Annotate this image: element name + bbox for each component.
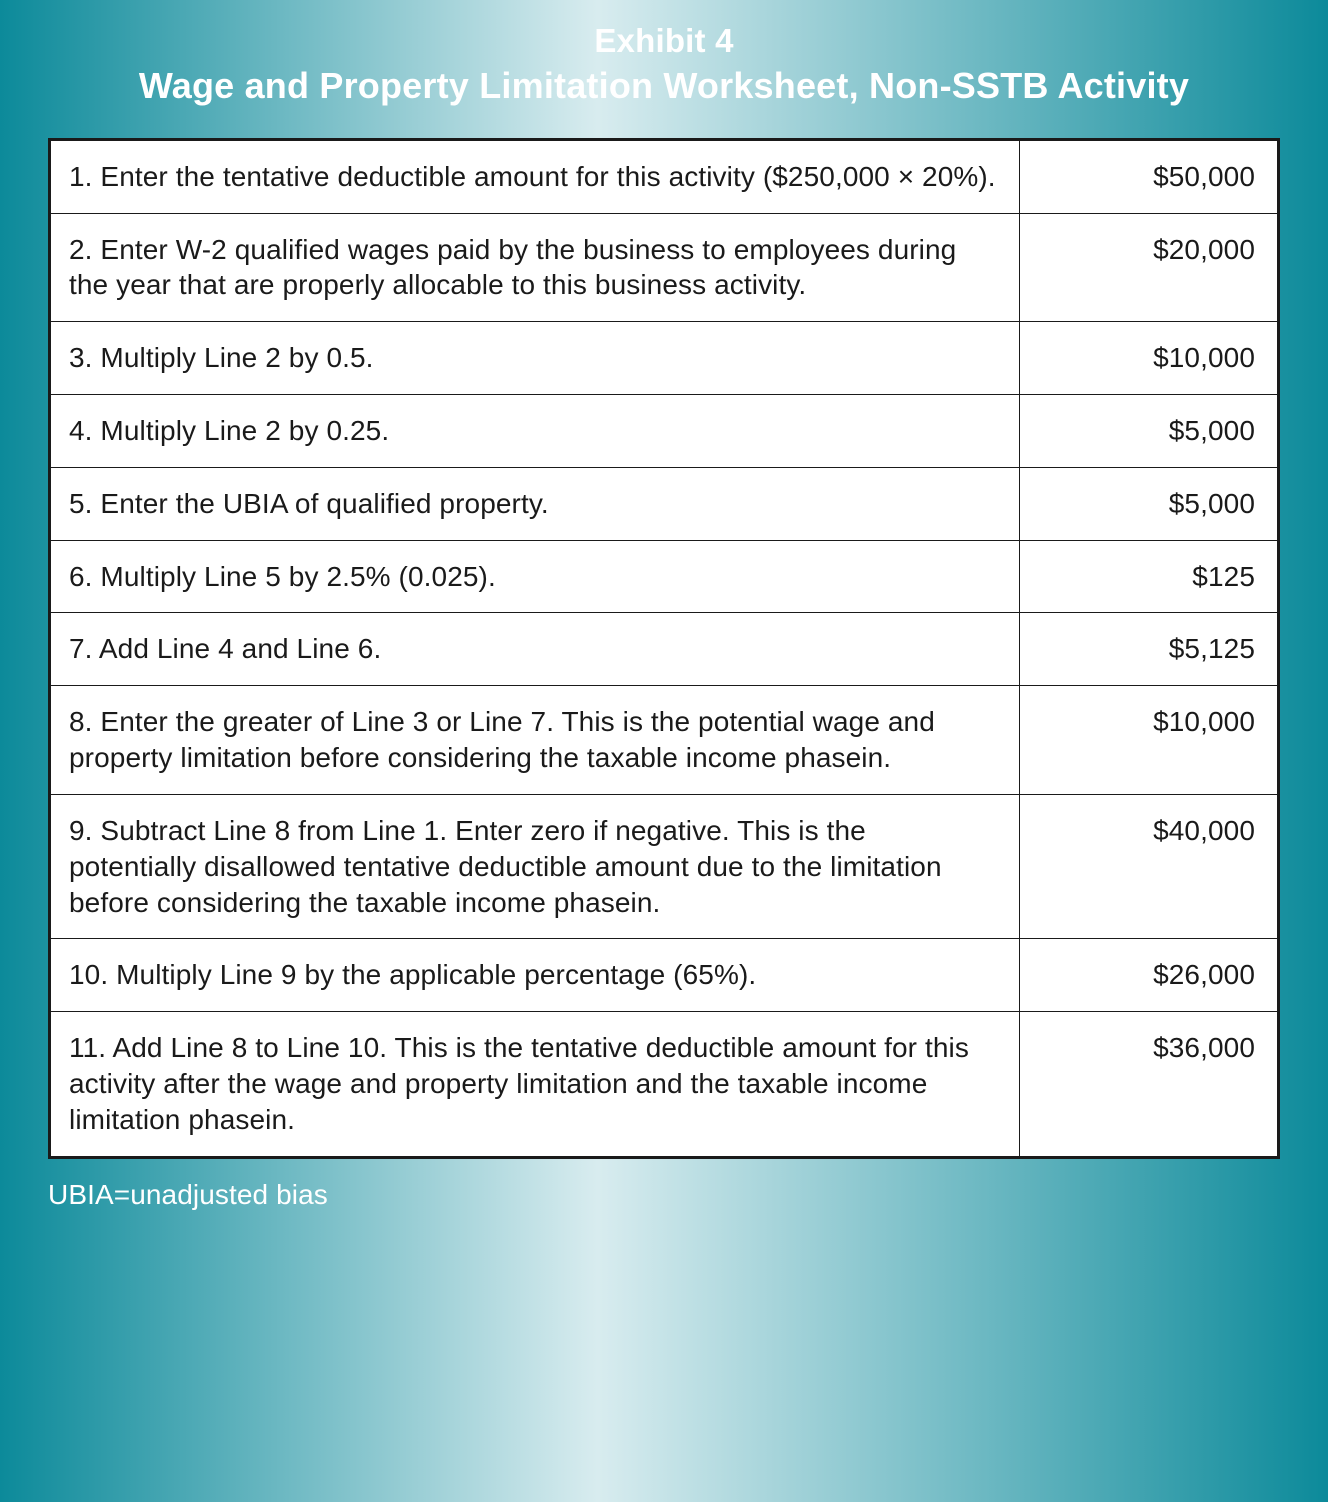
row-value: $10,000 bbox=[1020, 322, 1278, 395]
row-label: 11. Add Line 8 to Line 10. This is the t… bbox=[51, 1012, 1020, 1156]
exhibit-container: Exhibit 4 Wage and Property Limitation W… bbox=[0, 0, 1328, 1502]
table-row: 1. Enter the tentative deductible amount… bbox=[51, 140, 1278, 213]
row-label: 7. Add Line 4 and Line 6. bbox=[51, 613, 1020, 686]
row-value: $40,000 bbox=[1020, 794, 1278, 938]
exhibit-title: Wage and Property Limitation Worksheet, … bbox=[40, 63, 1288, 110]
row-label: 5. Enter the UBIA of qualified property. bbox=[51, 467, 1020, 540]
worksheet-table-wrap: 1. Enter the tentative deductible amount… bbox=[48, 138, 1280, 1159]
row-label: 3. Multiply Line 2 by 0.5. bbox=[51, 322, 1020, 395]
table-row: 8. Enter the greater of Line 3 or Line 7… bbox=[51, 686, 1278, 795]
row-value: $5,000 bbox=[1020, 395, 1278, 468]
worksheet-table-body: 1. Enter the tentative deductible amount… bbox=[51, 140, 1278, 1156]
table-row: 11. Add Line 8 to Line 10. This is the t… bbox=[51, 1012, 1278, 1156]
row-label: 2. Enter W-2 qualified wages paid by the… bbox=[51, 213, 1020, 322]
table-row: 7. Add Line 4 and Line 6. $5,125 bbox=[51, 613, 1278, 686]
table-row: 10. Multiply Line 9 by the applicable pe… bbox=[51, 939, 1278, 1012]
row-label: 4. Multiply Line 2 by 0.25. bbox=[51, 395, 1020, 468]
worksheet-table: 1. Enter the tentative deductible amount… bbox=[50, 140, 1278, 1157]
row-label: 6. Multiply Line 5 by 2.5% (0.025). bbox=[51, 540, 1020, 613]
footnote: UBIA=unadjusted bias bbox=[48, 1179, 1328, 1211]
table-row: 5. Enter the UBIA of qualified property.… bbox=[51, 467, 1278, 540]
row-value: $125 bbox=[1020, 540, 1278, 613]
table-row: 2. Enter W-2 qualified wages paid by the… bbox=[51, 213, 1278, 322]
row-value: $10,000 bbox=[1020, 686, 1278, 795]
row-value: $26,000 bbox=[1020, 939, 1278, 1012]
row-label: 10. Multiply Line 9 by the applicable pe… bbox=[51, 939, 1020, 1012]
row-label: 1. Enter the tentative deductible amount… bbox=[51, 140, 1020, 213]
table-row: 4. Multiply Line 2 by 0.25. $5,000 bbox=[51, 395, 1278, 468]
table-row: 9. Subtract Line 8 from Line 1. Enter ze… bbox=[51, 794, 1278, 938]
row-value: $5,125 bbox=[1020, 613, 1278, 686]
table-row: 3. Multiply Line 2 by 0.5. $10,000 bbox=[51, 322, 1278, 395]
row-label: 9. Subtract Line 8 from Line 1. Enter ze… bbox=[51, 794, 1020, 938]
row-value: $36,000 bbox=[1020, 1012, 1278, 1156]
row-value: $20,000 bbox=[1020, 213, 1278, 322]
row-label: 8. Enter the greater of Line 3 or Line 7… bbox=[51, 686, 1020, 795]
row-value: $5,000 bbox=[1020, 467, 1278, 540]
table-row: 6. Multiply Line 5 by 2.5% (0.025). $125 bbox=[51, 540, 1278, 613]
row-value: $50,000 bbox=[1020, 140, 1278, 213]
exhibit-header: Exhibit 4 Wage and Property Limitation W… bbox=[0, 20, 1328, 110]
exhibit-number: Exhibit 4 bbox=[40, 20, 1288, 63]
